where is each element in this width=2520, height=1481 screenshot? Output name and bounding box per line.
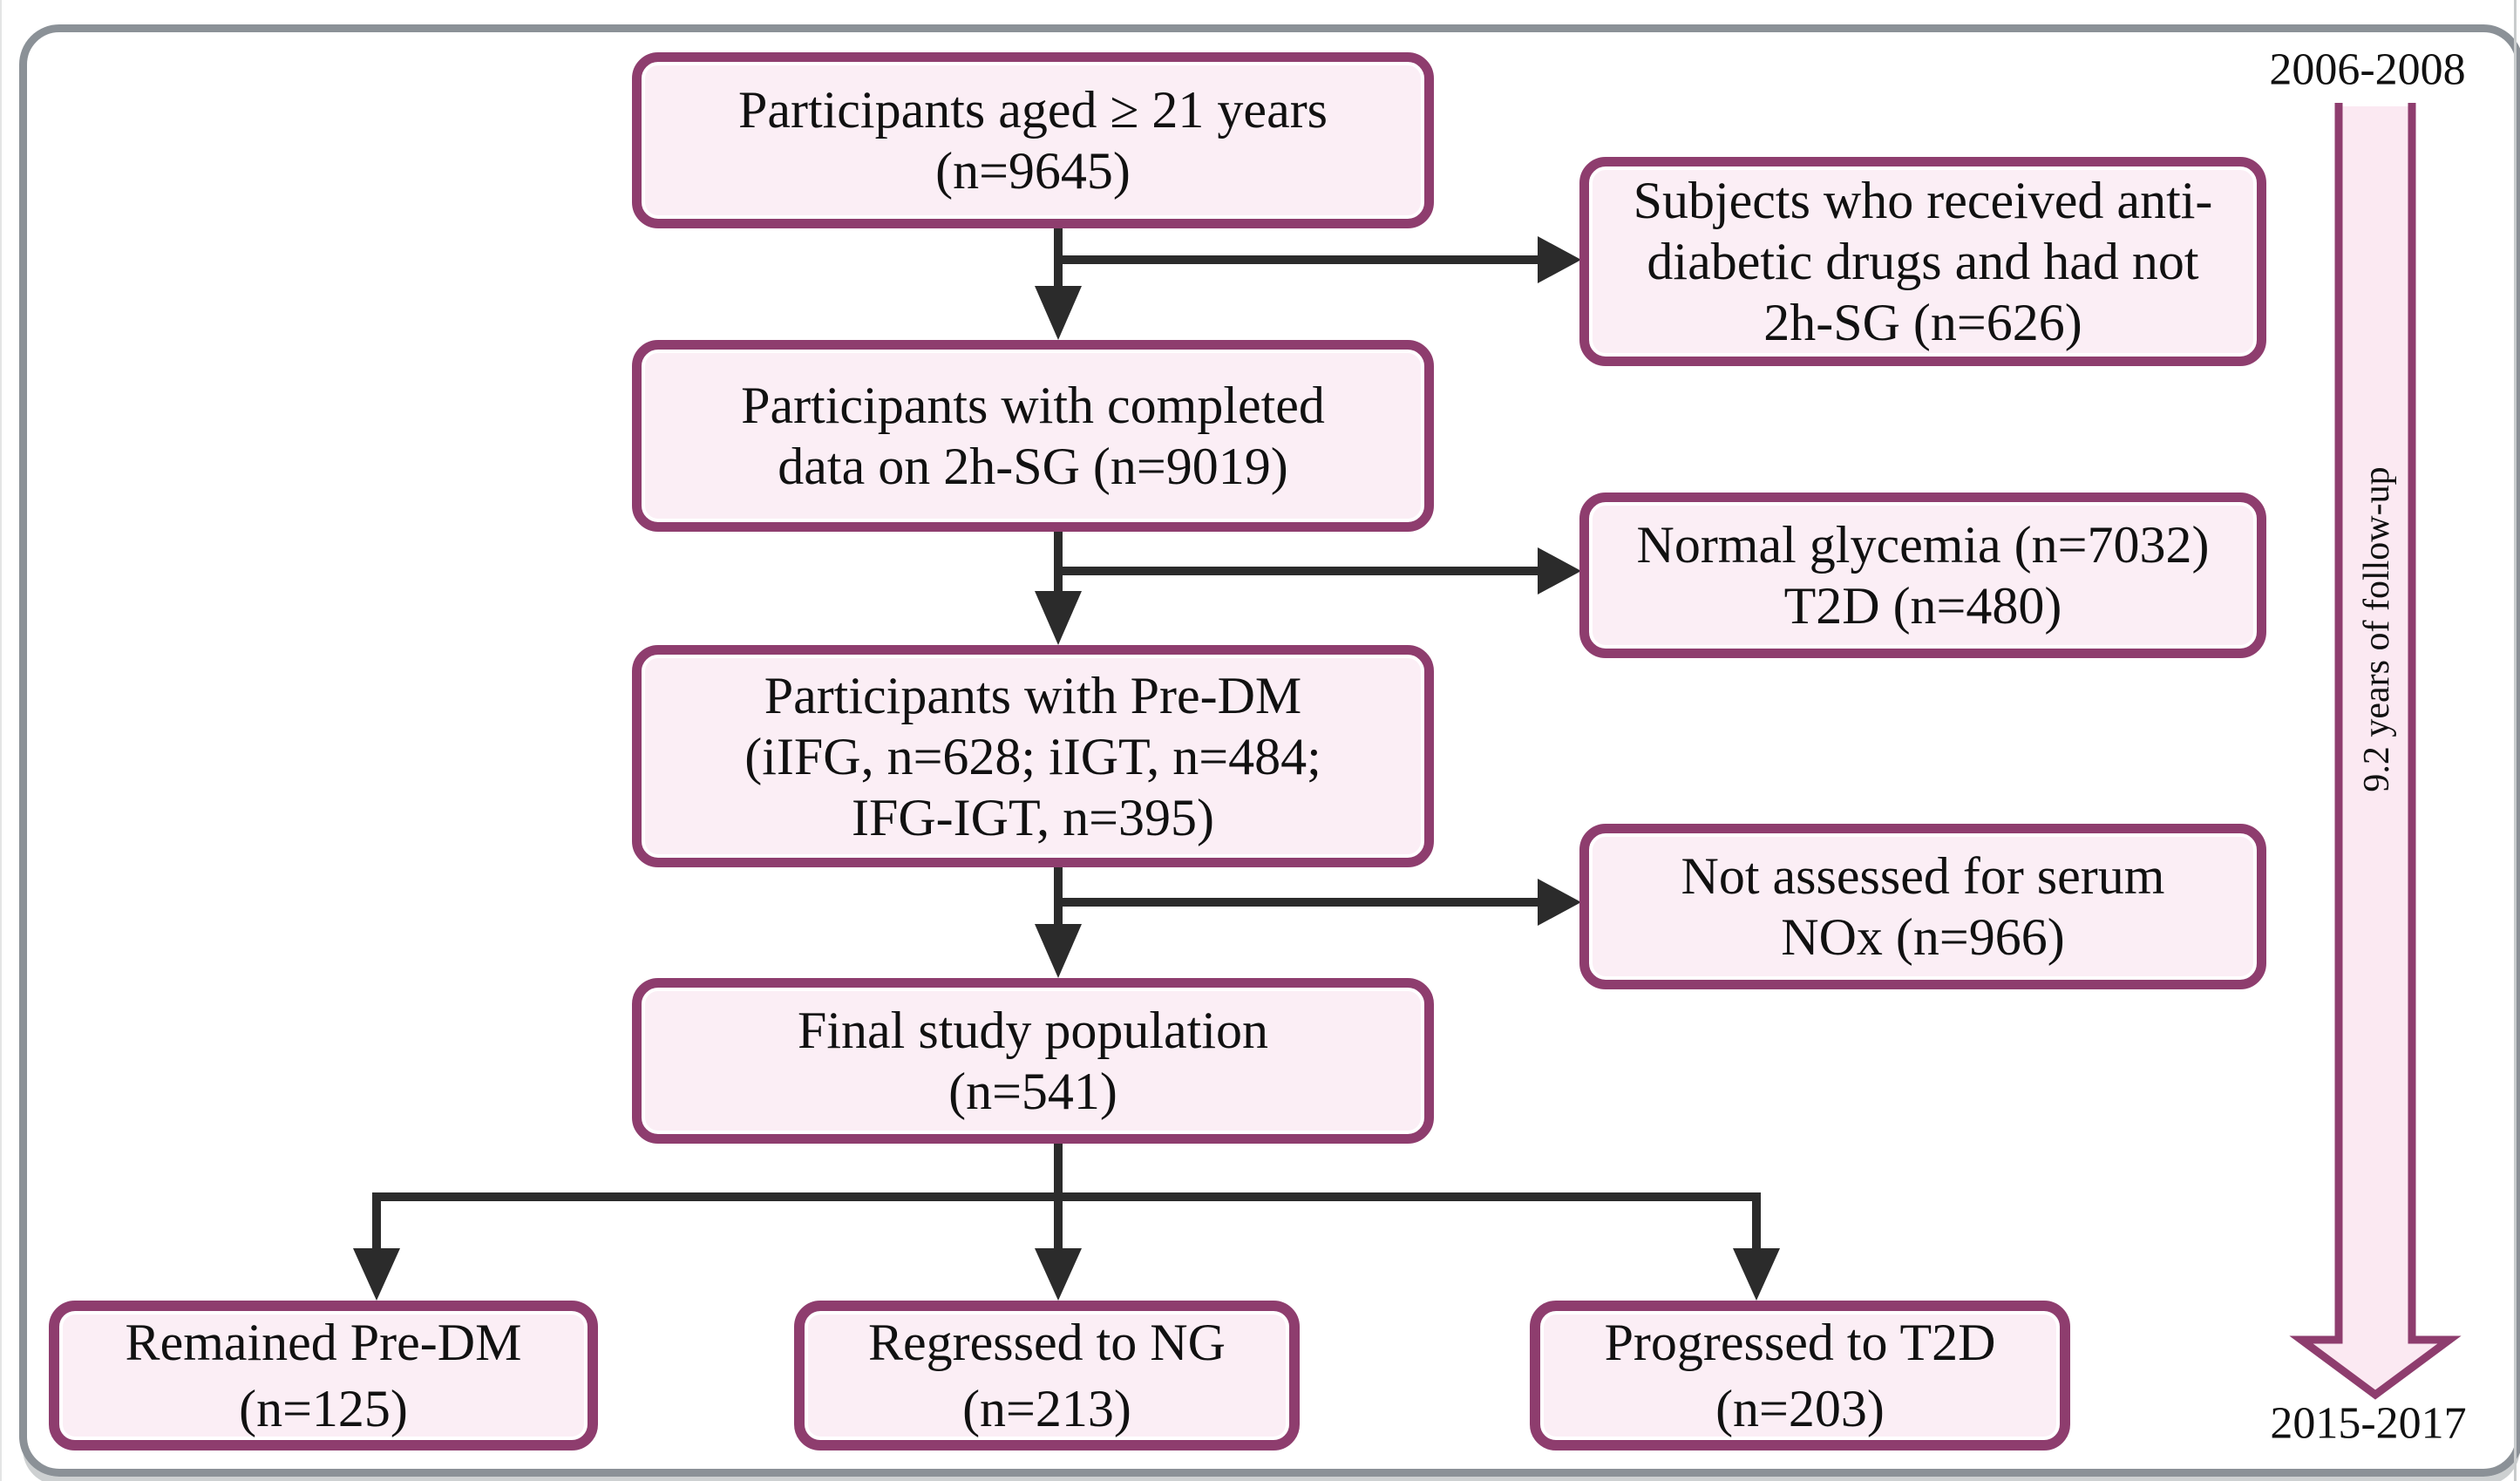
arrow-down-icon — [1733, 1248, 1780, 1301]
arrow-down-icon — [1035, 286, 1082, 340]
box-excluded-no-nox: Not assessed for serum NOx (n=966) — [1579, 824, 2266, 989]
arrow-right-icon — [1538, 879, 1581, 926]
page-edge-left — [0, 0, 2, 1481]
box-prediabetes: Participants with Pre-DM (iIFG, n=628; i… — [632, 645, 1434, 867]
box-regressed-ng: Regressed to NG (n=213) — [794, 1301, 1300, 1450]
box-excluded-normal-t2d: Normal glycemia (n=7032) T2D (n=480) — [1579, 493, 2266, 658]
connector-arrowheads — [353, 236, 1780, 1301]
box-text: Subjects who received anti- diabetic dru… — [1633, 172, 2213, 351]
box-participants-aged: Participants aged ≥ 21 years (n=9645) — [632, 52, 1434, 228]
timeline-arrow-outline — [2289, 103, 2462, 1400]
timeline-followup-label: 9.2 years of follow-up — [2357, 466, 2397, 792]
box-text: Participants aged ≥ 21 years (n=9645) — [737, 81, 1328, 200]
box-text: Regressed to NG (n=213) — [868, 1314, 1226, 1437]
arrow-down-icon — [1035, 924, 1082, 978]
page-edge-right — [2514, 0, 2517, 1481]
timeline-end-label: 2015-2017 — [2270, 1398, 2467, 1449]
figure-frame — [19, 24, 2520, 1477]
timeline-arrow-down-icon — [2289, 103, 2462, 1400]
box-text: Participants with completed data on 2h-S… — [741, 377, 1325, 495]
arrow-right-icon — [1538, 547, 1581, 594]
box-remained-prediabetes: Remained Pre-DM (n=125) — [49, 1301, 598, 1450]
box-text: Progressed to T2D (n=203) — [1604, 1314, 1996, 1437]
box-text: Final study population (n=541) — [798, 1002, 1268, 1120]
box-completed-2hsg: Participants with completed data on 2h-S… — [632, 340, 1434, 532]
box-progressed-t2d: Progressed to T2D (n=203) — [1530, 1301, 2070, 1450]
box-text: Normal glycemia (n=7032) T2D (n=480) — [1636, 516, 2210, 635]
arrow-down-icon — [1035, 591, 1082, 645]
arrow-down-icon — [1035, 1248, 1082, 1301]
box-excluded-antidiabetic: Subjects who received anti- diabetic dru… — [1579, 157, 2266, 366]
arrow-down-icon — [353, 1248, 400, 1301]
arrow-right-icon — [1538, 236, 1581, 283]
box-text: Participants with Pre-DM (iIFG, n=628; i… — [744, 666, 1321, 846]
timeline-start-label: 2006-2008 — [2269, 44, 2466, 95]
timeline-arrow-fill — [2301, 106, 2449, 1395]
box-text: Remained Pre-DM (n=125) — [125, 1314, 522, 1437]
connector-lines — [372, 228, 1761, 1252]
box-text: Not assessed for serum NOx (n=966) — [1681, 847, 2165, 966]
box-final-population: Final study population (n=541) — [632, 978, 1434, 1144]
